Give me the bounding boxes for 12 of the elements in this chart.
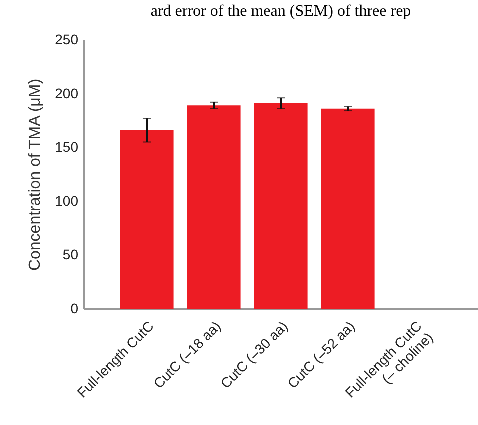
text: ard error of the mean (SEM) of three rep <box>150 3 412 20</box>
bar <box>187 106 241 309</box>
bar <box>254 103 308 309</box>
y-tick-label: 100 <box>55 192 79 209</box>
y-tick-label: 200 <box>55 85 79 102</box>
y-tick-label: 150 <box>55 139 79 156</box>
bar <box>120 130 174 309</box>
y-tick-label: 250 <box>55 32 79 48</box>
y-axis-title: Concentration of TMA (μM) <box>27 78 44 272</box>
y-tick-label: 50 <box>62 246 79 263</box>
y-tick-label: 0 <box>70 300 79 316</box>
bar <box>321 108 375 309</box>
